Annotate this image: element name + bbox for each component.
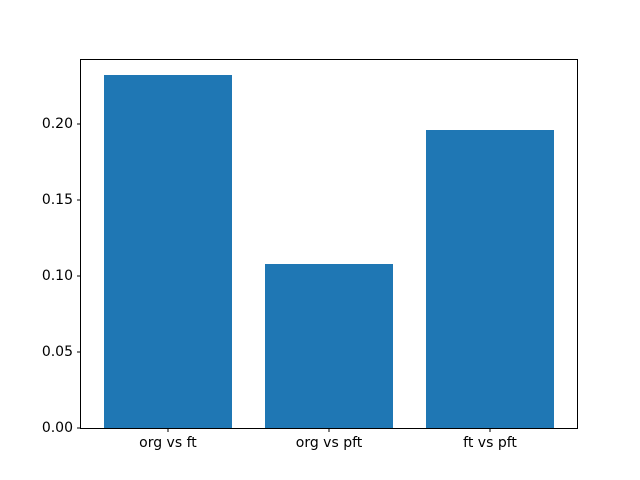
y-tick-mark	[77, 123, 81, 125]
x-tick-mark	[167, 428, 169, 432]
x-tick-label: ft vs pft	[463, 435, 517, 451]
y-tick-mark	[77, 351, 81, 353]
bar-ft-vs-pft	[425, 129, 555, 428]
y-tick-label: 0.05	[41, 343, 73, 360]
y-tick-label: 0.20	[41, 115, 73, 132]
x-tick-label: org vs ft	[139, 435, 197, 451]
bar-org-vs-ft	[103, 75, 233, 428]
x-tick-mark	[489, 428, 491, 432]
x-tick-mark	[328, 428, 330, 432]
y-tick-label: 0.10	[41, 267, 73, 284]
y-tick-mark	[77, 199, 81, 201]
bar-org-vs-pft	[264, 263, 394, 428]
y-tick-label: 0.00	[41, 420, 73, 436]
x-tick-label: org vs pft	[295, 435, 363, 451]
y-tick-label: 0.15	[41, 191, 73, 208]
y-tick-mark	[77, 427, 81, 429]
y-tick-mark	[77, 275, 81, 277]
plot-area: org vs ft org vs pft ft vs pft 0.00 0.05 0.10…	[42, 59, 578, 450]
